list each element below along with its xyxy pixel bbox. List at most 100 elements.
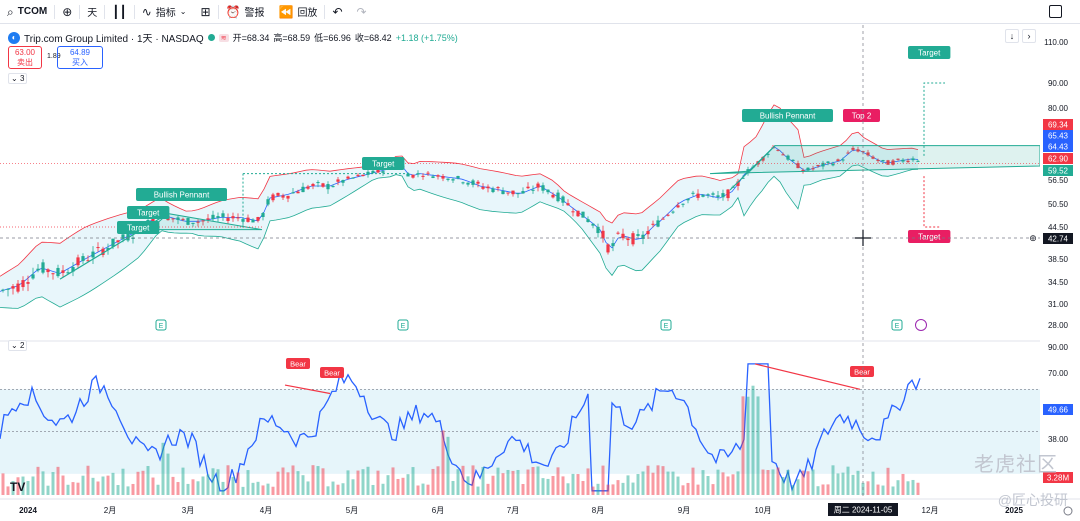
volume-bar [96, 481, 100, 495]
volume-bar [671, 471, 675, 495]
volume-bar [91, 477, 95, 495]
volume-bar [601, 465, 605, 495]
replay-button[interactable]: ⏪ 回放 [271, 0, 324, 24]
volume-bar [196, 481, 200, 495]
alert-button[interactable]: ⏰ 警报 [219, 0, 272, 24]
volume-bar [346, 470, 350, 495]
volume-bar [681, 485, 685, 495]
volume-bar [666, 471, 670, 495]
volume-bar [886, 467, 890, 495]
bullish-pennant-label: Bullish Pennant [760, 112, 816, 121]
volume-bar [141, 470, 145, 495]
candle-body [286, 195, 290, 199]
candle-body [791, 159, 795, 162]
time-tick-label: 7月 [507, 506, 519, 515]
volume-bar [716, 469, 720, 495]
volume-bar [906, 481, 910, 495]
candle-body [281, 195, 285, 198]
volume-bar [511, 470, 515, 495]
candle-body [241, 219, 245, 222]
rsi-pane-indicator-toggle[interactable]: ⌄ 2 [8, 340, 28, 351]
candle-body [536, 183, 540, 188]
candle-body [841, 159, 845, 161]
candle-body [176, 217, 180, 220]
undo-button[interactable]: ↶ [325, 0, 349, 24]
volume-bar [536, 466, 540, 495]
volume-bar [371, 484, 375, 495]
settings-icon [1063, 506, 1073, 516]
volume-bar [86, 465, 90, 495]
candle-body [36, 268, 40, 271]
sell-button[interactable]: 63.00 卖出 [8, 46, 42, 69]
legend-high: 高=68.59 [273, 33, 311, 43]
separator [104, 4, 106, 19]
candle-body [211, 214, 215, 220]
target-dotted-line-right [923, 82, 945, 156]
candle-body [51, 273, 55, 275]
candle-body [476, 181, 480, 184]
crosshair-cursor-icon [855, 230, 871, 246]
indicators-button[interactable]: ∿ 指标 ⌄ [135, 0, 194, 24]
fullscreen-button[interactable] [1049, 5, 1062, 18]
volume-bar [416, 485, 420, 495]
price-badge-label: 64.43 [1048, 143, 1069, 152]
volume-bar [406, 474, 410, 495]
volume-bar [801, 470, 805, 495]
candle-body [301, 186, 305, 193]
volume-bar [831, 465, 835, 495]
chart-type-button[interactable]: ┃┃ [105, 0, 133, 24]
volume-bar [376, 470, 380, 495]
candle-body [626, 238, 630, 241]
target-label-bg [908, 230, 951, 243]
candle-body [631, 233, 635, 245]
volume-bar [326, 486, 330, 495]
price-axis-bg [1040, 25, 1080, 521]
bear-label: Bear [324, 369, 340, 378]
time-tick-label: 12月 [922, 506, 939, 515]
scroll-right-button[interactable]: › [1022, 29, 1036, 43]
volume-bar [446, 436, 450, 495]
bear-divergence-line [754, 363, 861, 390]
price-badge [1043, 153, 1073, 164]
candle-body [111, 238, 115, 247]
chart-area[interactable]: Target Target Bullish Pennant Target Bullish… [0, 25, 1080, 521]
volume-bar [691, 467, 695, 495]
chart-canvas[interactable]: Target Target Bullish Pennant Target Bullish… [0, 25, 1080, 521]
buy-button[interactable]: 64.89 买入 [57, 46, 103, 69]
candle-body [736, 181, 740, 186]
candle-body [786, 155, 790, 160]
volume-bar [41, 471, 45, 495]
volume-bar [641, 471, 645, 495]
volume-bar [791, 485, 795, 495]
settings-chip-icon[interactable]: ≋ [218, 33, 229, 42]
indicators-icon: ∿ [141, 4, 152, 19]
price-badge [1043, 119, 1073, 130]
candle-body [16, 283, 20, 292]
interval-button[interactable]: 天 [80, 0, 104, 24]
candle-body [421, 175, 425, 177]
volume-bar [281, 467, 285, 495]
candle-body [556, 192, 560, 202]
layouts-button[interactable]: ⊞ [193, 0, 217, 24]
earnings-icon-box [397, 319, 409, 331]
volume-bar [321, 468, 325, 495]
time-axis[interactable]: 2024 2月 3月 4月 5月 6月 7月 8月 9月 10月 12月 2025 [0, 498, 1080, 516]
candle-body [886, 160, 890, 165]
bear-label: Bear [854, 368, 870, 377]
volume-bar [456, 469, 460, 495]
candle-body [881, 160, 885, 162]
compare-button[interactable]: ⊕ [55, 0, 79, 24]
candle-body [871, 156, 875, 159]
rsi-axis[interactable]: 90.00 70.00 38.00 49.66 3.28M [1043, 343, 1073, 483]
redo-button[interactable]: ↷ [350, 0, 374, 24]
down-arrow-button[interactable]: ↓ [1005, 29, 1019, 43]
candle-body [681, 203, 685, 205]
candle-body [711, 193, 715, 195]
candle-body [446, 178, 450, 180]
candle-body [336, 179, 340, 182]
symbol-search[interactable]: ⌕ TCOM [0, 0, 54, 24]
candle-body [311, 183, 315, 187]
candle-body [106, 247, 110, 251]
volume-bar [576, 474, 580, 495]
main-pane-indicator-toggle[interactable]: ⌄ 3 [8, 73, 28, 84]
